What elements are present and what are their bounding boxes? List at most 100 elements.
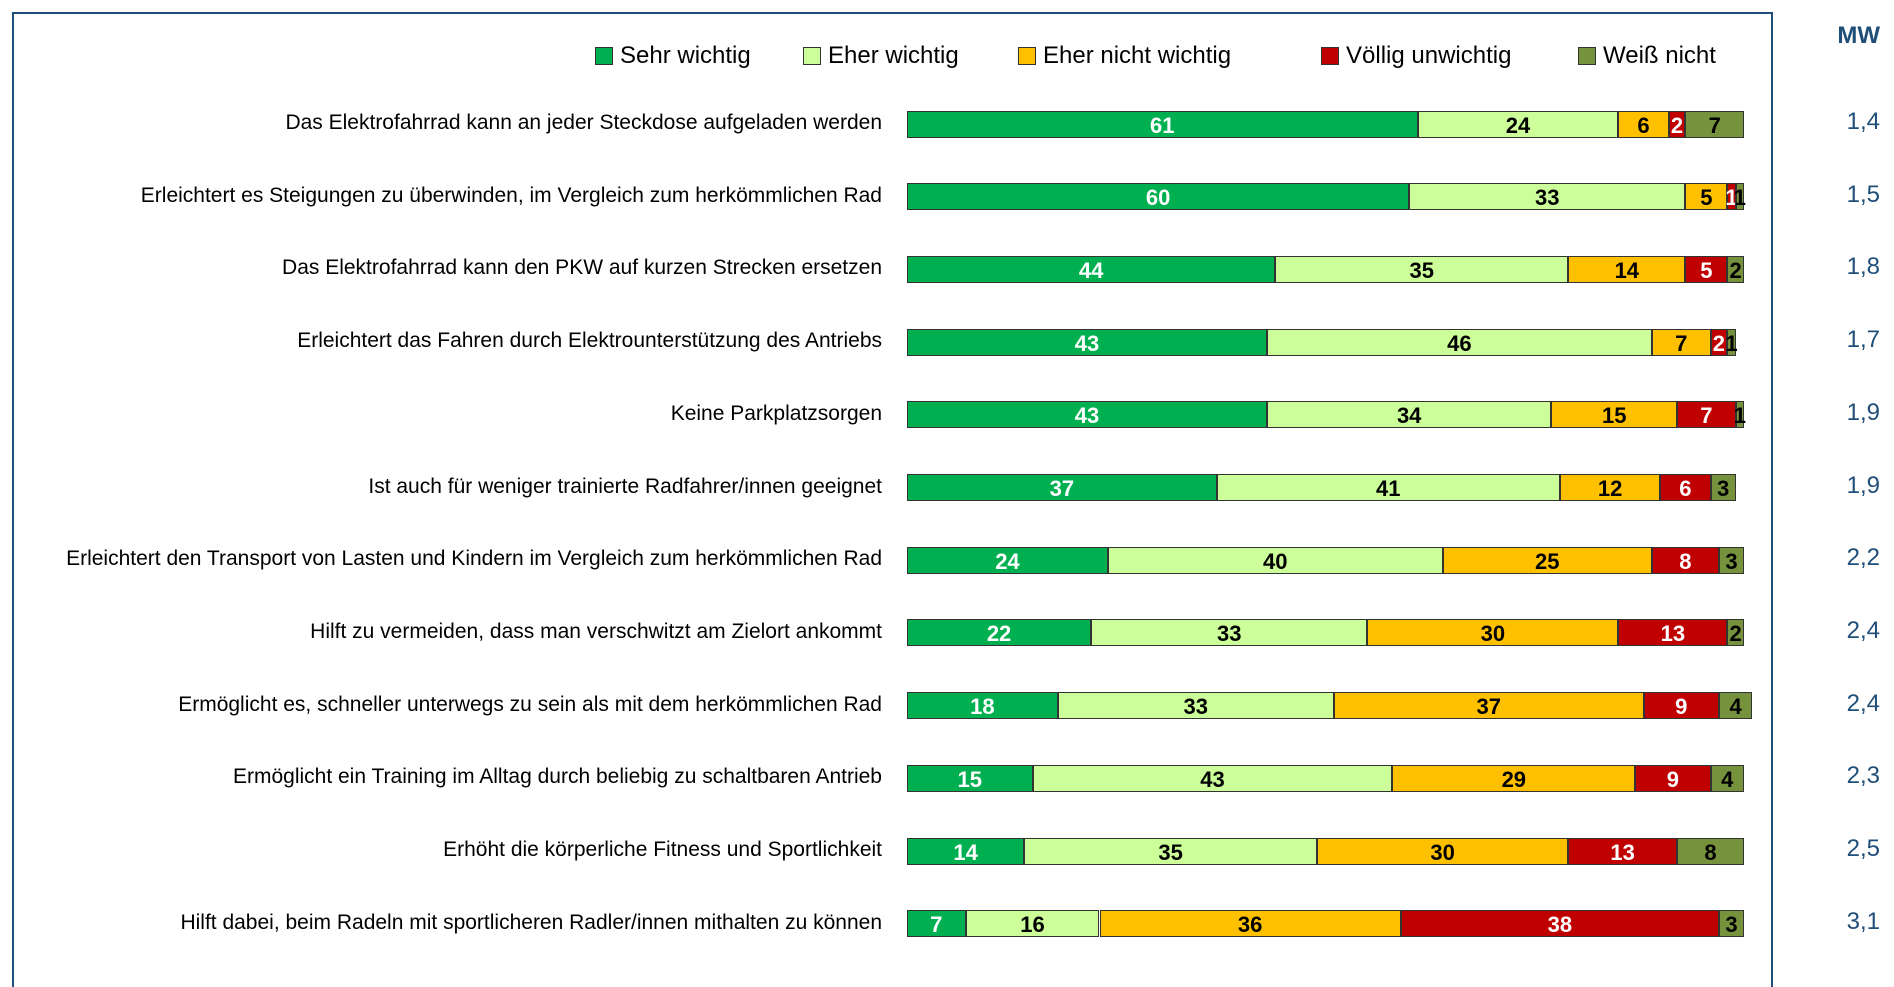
bar-segment [1660,474,1711,501]
bar-segment [1568,837,1678,865]
legend-swatch [1578,47,1596,65]
value-label: 4 [1721,766,1734,792]
value-label: 8 [1679,548,1692,574]
value-label: 33 [1183,694,1208,720]
bar-segment [1727,619,1744,647]
bar-segment [1727,328,1736,356]
legend-swatch [803,47,821,65]
bar-segment [907,692,1058,720]
value-label: 29 [1501,766,1527,792]
value-label: 13 [1660,621,1686,647]
bar-segment [907,837,1025,865]
bar-segment [1266,401,1552,429]
bar-segment [1727,183,1736,211]
legend-label: Sehr wichtig [620,42,751,69]
legend-item: Eher nicht wichtig [1018,40,1231,72]
bar-segment [907,110,1418,138]
mean-value: 1,5 [1846,180,1880,208]
value-label: 18 [970,694,995,720]
bar-segment [1551,401,1678,429]
mean-value: 2,4 [1846,616,1880,644]
value-label: 37 [1049,476,1075,501]
value-label: 1 [1725,185,1738,211]
value-label: 44 [1078,257,1104,283]
legend-item: Eher wichtig [803,40,959,72]
bar-segment [1024,837,1318,865]
bar-segment [1400,910,1719,938]
bar-segment [1668,110,1686,138]
legend-item: Völlig unwichtig [1321,40,1511,72]
value-label: 7 [1675,330,1688,356]
bar-segment [1735,183,1744,211]
bar-segment [1718,546,1744,574]
category-label: Erleichtert das Fahren durch Elektrounte… [297,329,882,353]
value-label: 30 [1430,839,1455,865]
bar-segment [1216,474,1560,501]
bar-segment [1677,401,1736,429]
bar-segment [1317,837,1569,865]
value-label: 1 [1733,185,1746,211]
value-label: 61 [1150,112,1175,138]
category-label: Das Elektrofahrrad kann den PKW auf kurz… [282,256,882,280]
value-label: 7 [1708,112,1721,138]
value-label: 2 [1712,330,1725,356]
bar-segment [1618,110,1669,138]
value-label: 5 [1700,185,1713,211]
mean-value: 1,9 [1846,398,1880,426]
bar-segment [1442,546,1652,574]
bar-segment [1685,110,1744,138]
value-label: 5 [1700,257,1713,283]
bar-segment [907,764,1033,792]
bar-segment [1651,328,1711,356]
bar-segment [1057,692,1334,720]
bar-segment [907,619,1092,647]
category-label: Hilft dabei, beim Radeln mit sportlicher… [180,910,882,934]
value-label: 33 [1535,185,1560,211]
mean-value: 2,4 [1846,689,1880,717]
value-label: 8 [1704,839,1717,865]
value-label: 4 [1729,694,1742,720]
value-label: 34 [1396,403,1422,429]
value-label: 13 [1610,839,1635,865]
value-label: 16 [1020,912,1045,938]
category-label: Ist auch für weniger trainierte Radfahre… [368,474,882,498]
value-label: 35 [1409,257,1434,283]
value-label: 15 [1602,403,1627,429]
value-label: 9 [1675,694,1688,720]
category-label: Hilft zu vermeiden, dass man verschwitzt… [310,619,882,643]
bar-segment [1710,328,1728,356]
value-label: 1 [1725,330,1738,356]
legend-item: Weiß nicht [1578,40,1716,72]
bar-segment [1392,764,1636,792]
legend-label: Eher wichtig [828,42,959,69]
mean-value: 2,5 [1846,835,1880,862]
bar-segment [1618,619,1728,647]
bar-segment [1651,546,1719,574]
value-label: 24 [1505,112,1531,138]
bar-segment [1718,910,1744,938]
value-label: 14 [953,839,978,865]
bar-segment [1107,546,1443,574]
legend-label: Weiß nicht [1603,42,1716,69]
value-label: 46 [1447,330,1472,356]
category-label: Keine Parkplatzsorgen [670,401,882,425]
bar-segment [1266,328,1652,356]
bar-segment [1718,692,1753,720]
bar-segment [1367,619,1619,647]
value-label: 36 [1237,912,1263,938]
value-label: 12 [1597,476,1623,501]
mean-value: 3,1 [1846,907,1880,935]
category-label: Ermöglicht ein Training im Alltag durch … [232,765,882,789]
bar-segment [1091,619,1368,647]
bar-segment [1568,255,1686,283]
value-label: 43 [1200,766,1225,792]
value-label: 33 [1216,621,1242,647]
value-label: 35 [1158,839,1183,865]
value-label: 3 [1716,476,1730,501]
bar-segment [1710,474,1736,501]
value-label: 60 [1145,185,1171,211]
bar-segment [1643,692,1719,720]
bar-segment [1559,474,1661,501]
value-label: 22 [986,621,1012,647]
